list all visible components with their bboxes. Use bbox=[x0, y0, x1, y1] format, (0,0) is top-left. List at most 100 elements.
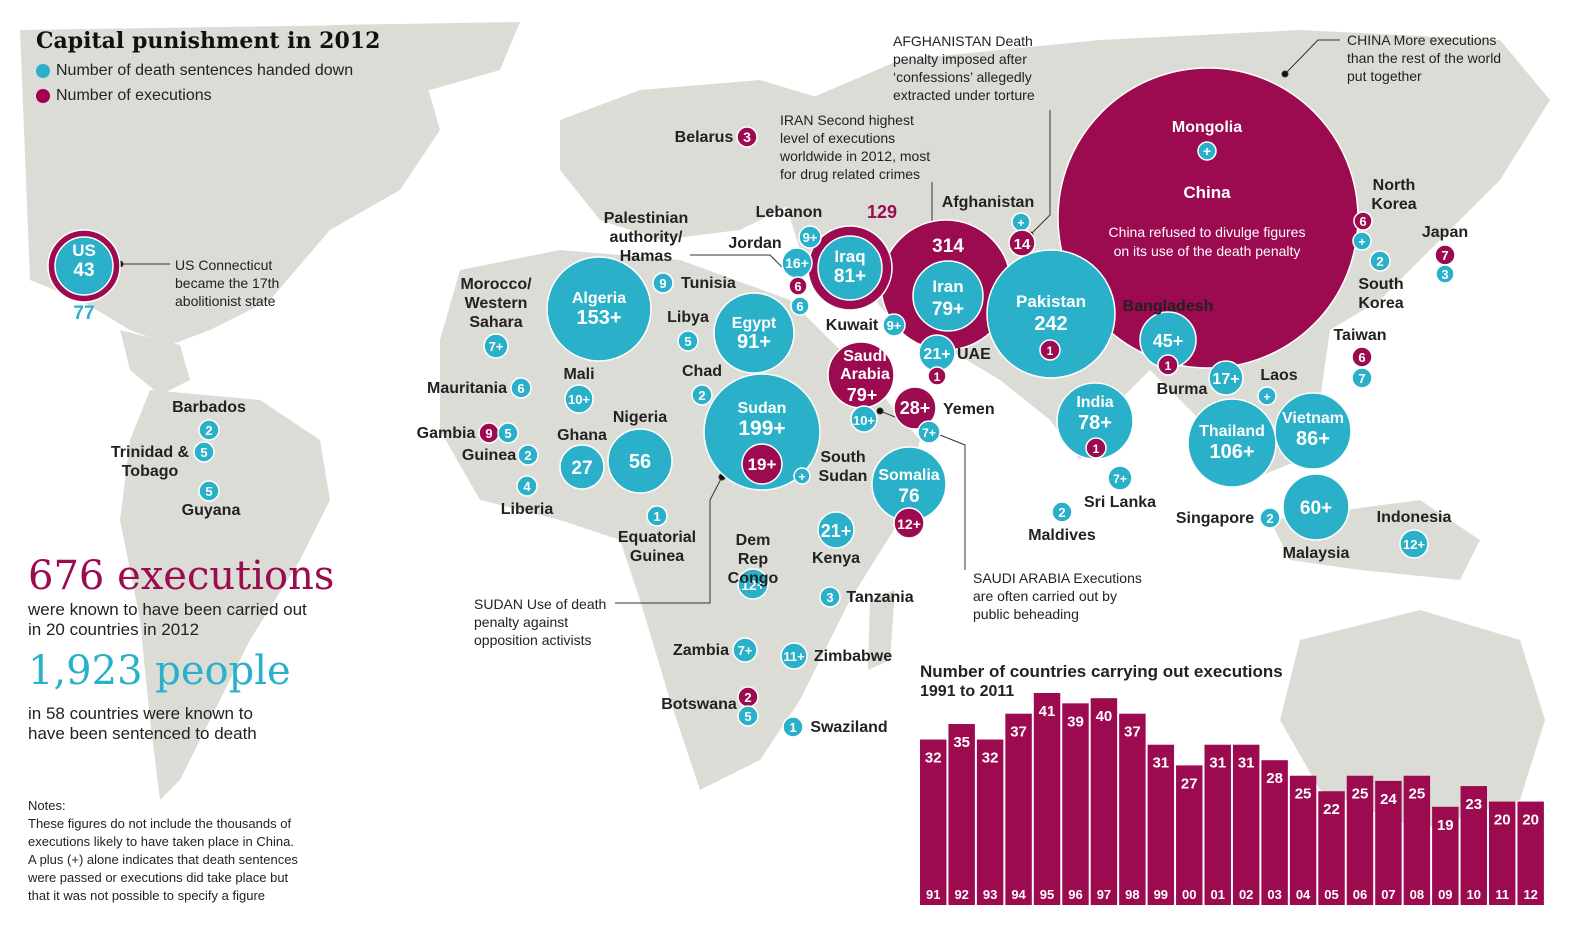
thailand-sentences-bubble bbox=[1187, 398, 1277, 488]
palestinian-authority-hamas-name-line-1: Palestinian bbox=[604, 210, 688, 227]
bar-value-00: 27 bbox=[1181, 775, 1198, 792]
palestinian-authority-hamas-sentences-bubble bbox=[790, 296, 810, 316]
kenya-sentences-bubble bbox=[817, 511, 855, 549]
executions-swatch-icon bbox=[36, 89, 50, 103]
bangladesh-name: Bangladesh bbox=[1123, 298, 1214, 315]
legend-executions: Number of executions bbox=[36, 87, 212, 105]
malaysia-name: Malaysia bbox=[1283, 545, 1350, 562]
south-sudan-name-line-1: South bbox=[820, 449, 865, 466]
north-korea-sentences-bubble bbox=[1352, 231, 1372, 251]
indonesia-sentences-value: 12+ bbox=[1403, 537, 1425, 552]
tunisia-sentences-value: 9 bbox=[659, 276, 666, 291]
japan-sentences-bubble bbox=[1435, 264, 1455, 284]
bar-label-07: 07 bbox=[1381, 887, 1395, 902]
bar-11 bbox=[1489, 801, 1516, 905]
singapore-sentences-bubble bbox=[1259, 507, 1281, 529]
afghanistan-sentences-value: + bbox=[1017, 216, 1024, 230]
laos-name: Laos bbox=[1260, 367, 1297, 384]
china-name: China bbox=[1183, 183, 1231, 202]
afghanistan-executions-value: 14 bbox=[1014, 236, 1031, 253]
india-sentences-bubble bbox=[1056, 382, 1134, 460]
trinidad-tobago-name-line-2: Tobago bbox=[122, 463, 179, 480]
zimbabwe-sentences-bubble bbox=[780, 642, 808, 670]
maldives-name: Maldives bbox=[1028, 527, 1096, 544]
sri-lanka-name: Sri Lanka bbox=[1084, 494, 1156, 511]
botswana-name: Botswana bbox=[661, 696, 737, 713]
china-note-line-2: on its use of the death penalty bbox=[1114, 243, 1301, 259]
somalia-sentences-value: 76 bbox=[898, 486, 919, 507]
china-note-line-1: China refused to divulge figures bbox=[1109, 224, 1306, 240]
morocco-western-sahara-name-line-3: Sahara bbox=[469, 314, 522, 331]
chad-sentences-value: 2 bbox=[698, 388, 705, 403]
algeria-sentences-value: 153+ bbox=[576, 307, 621, 329]
bar-label-05: 05 bbox=[1324, 887, 1338, 902]
kenya-sentences-value: 21+ bbox=[821, 521, 852, 541]
south-america-landmass bbox=[120, 390, 330, 800]
mongolia-sentences-value: + bbox=[1203, 143, 1211, 159]
bar-label-03: 03 bbox=[1267, 887, 1281, 902]
libya-sentences-bubble bbox=[677, 330, 699, 352]
ghana-sentences-value: 27 bbox=[571, 458, 592, 479]
dem-rep-congo-sentences-value: 12+ bbox=[741, 577, 765, 593]
china-callout: CHINA More executions than the rest of t… bbox=[1347, 32, 1502, 84]
saudi-callout: SAUDI ARABIA Executions are often carrie… bbox=[973, 570, 1142, 622]
bar-value-05: 22 bbox=[1323, 801, 1340, 818]
bar-05 bbox=[1318, 791, 1345, 905]
sudan-leader bbox=[615, 476, 723, 604]
guinea-name: Guinea bbox=[462, 447, 516, 464]
sudan-executions-bubble bbox=[741, 443, 783, 485]
mongolia-sentences-bubble bbox=[1197, 141, 1217, 161]
liberia-name: Liberia bbox=[501, 501, 554, 518]
morocco-western-sahara-name-line-1: Morocco/ bbox=[460, 276, 532, 293]
bar-value-02: 31 bbox=[1238, 755, 1255, 772]
dem-rep-congo-sentences-bubble bbox=[737, 568, 769, 600]
bar-value-92: 35 bbox=[953, 734, 970, 751]
mali-sentences-value: 10+ bbox=[568, 392, 590, 407]
bar-label-92: 92 bbox=[954, 887, 968, 902]
south-sudan-sentences-bubble bbox=[793, 467, 811, 485]
executions-bar-chart: Number of countries carrying out executi… bbox=[920, 662, 1544, 905]
executions-total: 676 executions bbox=[28, 553, 335, 599]
pakistan-executions-value: 1 bbox=[1047, 344, 1054, 358]
barbados-sentences-value: 2 bbox=[205, 423, 212, 438]
tanzania-sentences-bubble bbox=[819, 586, 841, 608]
barbados-name: Barbados bbox=[172, 399, 246, 416]
morocco-western-sahara-sentences-bubble bbox=[483, 333, 509, 359]
sudan-executions-value: 19+ bbox=[748, 455, 777, 474]
ghana-sentences-bubble bbox=[559, 444, 605, 490]
palestinian-authority-hamas-executions-value: 6 bbox=[794, 279, 801, 294]
saudi-arabia-name-line-1: Saudi bbox=[843, 348, 887, 365]
bar-95 bbox=[1033, 693, 1061, 905]
tunisia-name: Tunisia bbox=[681, 275, 736, 292]
people-total: 1,923 people bbox=[28, 648, 291, 694]
south-korea-name-line-2: Korea bbox=[1358, 295, 1403, 312]
somalia-executions-bubble bbox=[893, 507, 925, 539]
trinidad-tobago-sentences-bubble bbox=[193, 441, 215, 463]
sri-lanka-sentences-bubble bbox=[1107, 465, 1133, 491]
mali-name: Mali bbox=[563, 366, 594, 383]
guyana-sentences-value: 5 bbox=[205, 484, 212, 499]
us-name: US bbox=[72, 241, 96, 260]
liberia-sentences-value: 4 bbox=[523, 479, 531, 494]
indonesia-name: Indonesia bbox=[1377, 509, 1452, 526]
notes-heading: Notes: bbox=[28, 798, 66, 813]
bar-value-97: 40 bbox=[1096, 708, 1113, 725]
bar-label-94: 94 bbox=[1011, 887, 1026, 902]
taiwan-sentences-bubble bbox=[1351, 367, 1373, 389]
palestinian-authority-hamas-executions-bubble bbox=[788, 276, 808, 296]
bar-value-91: 32 bbox=[925, 750, 942, 767]
gambia-sentences-value: 5 bbox=[504, 426, 511, 441]
trinidad-tobago-sentences-value: 5 bbox=[200, 445, 207, 460]
sudan-sentences-value: 199+ bbox=[738, 417, 785, 440]
mauritania-name: Mauritania bbox=[427, 380, 507, 397]
north-america-landmass bbox=[20, 25, 440, 345]
bar-07 bbox=[1375, 780, 1402, 905]
taiwan-sentences-value: 7 bbox=[1358, 371, 1365, 386]
south-sudan-name-line-2: Sudan bbox=[819, 468, 868, 485]
bar-label-93: 93 bbox=[983, 887, 997, 902]
guyana-sentences-bubble bbox=[198, 480, 220, 502]
gambia-name: Gambia bbox=[417, 425, 476, 442]
india-executions-bubble bbox=[1085, 437, 1107, 459]
bar-label-99: 99 bbox=[1154, 887, 1168, 902]
